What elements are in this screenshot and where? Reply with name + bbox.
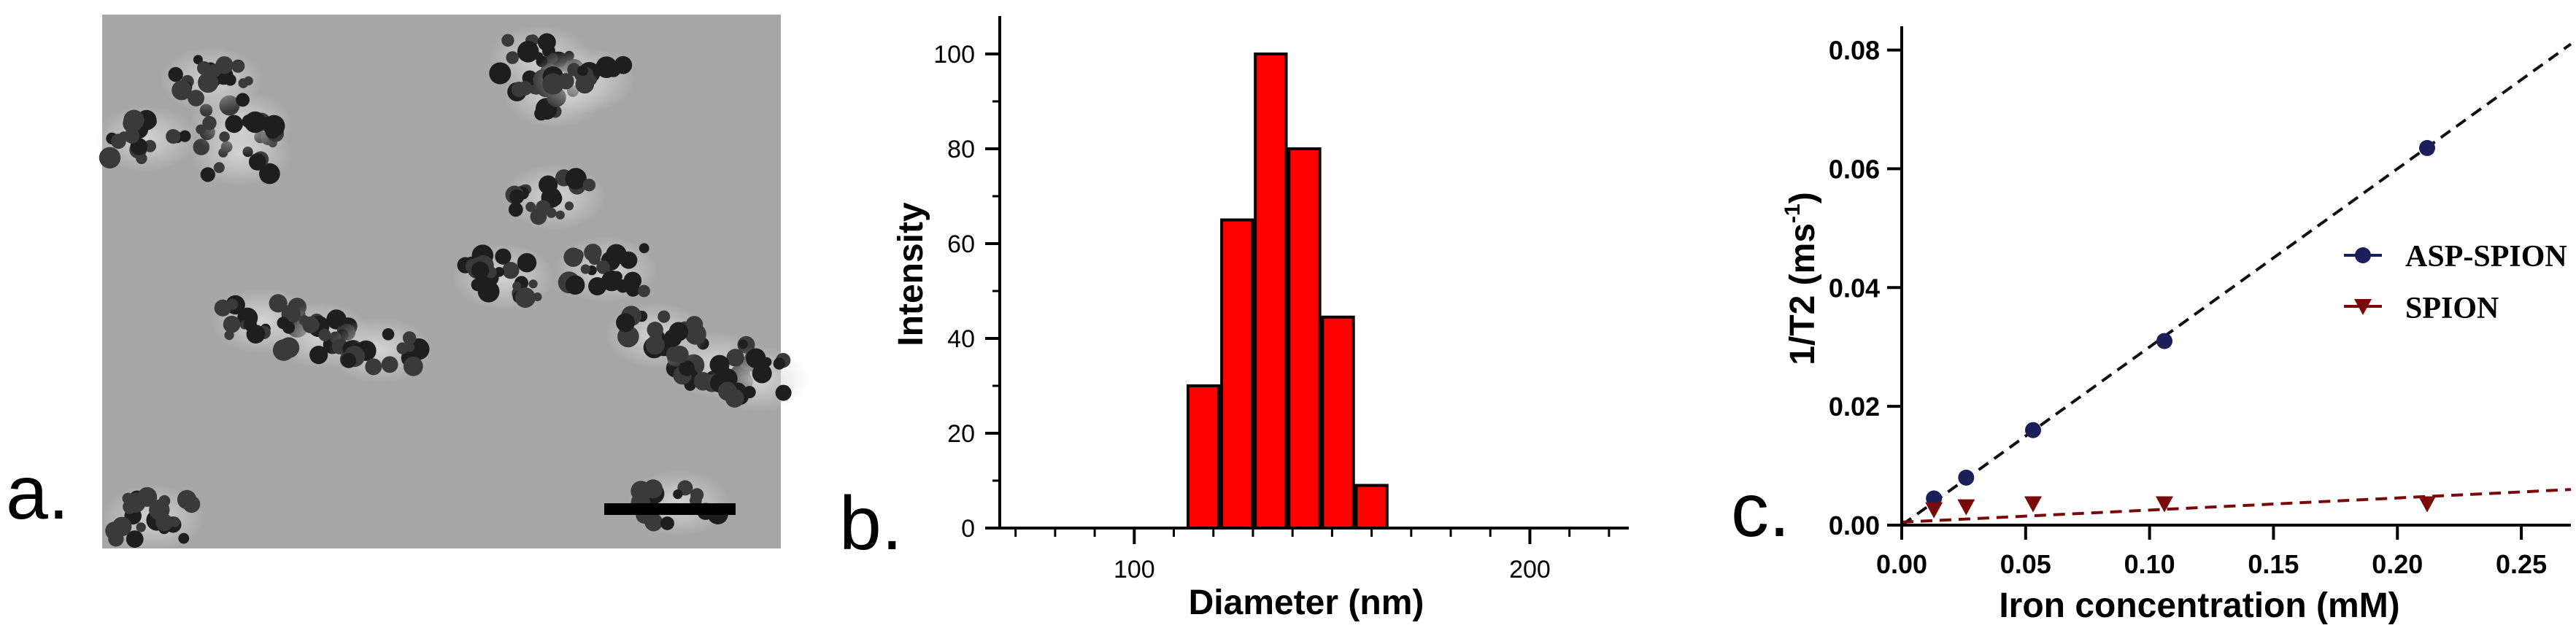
y-axis-label-close: ): [1783, 192, 1822, 203]
y-tick-label: 0.06: [1829, 154, 1880, 184]
y-tick-label: 60: [947, 230, 975, 258]
spion-point: [2418, 496, 2437, 513]
asp-spion-point: [2025, 422, 2042, 438]
asp-spion-point: [2419, 139, 2436, 156]
y-tick-label: 0.02: [1829, 392, 1880, 422]
y-axis-label: Intensity: [892, 202, 930, 346]
x-tick-label: 0.15: [2248, 549, 2299, 579]
y-tick-label: 0.04: [1829, 273, 1880, 303]
x-tick-label: 0.05: [2000, 549, 2051, 579]
legend-spion-label: SPION: [2405, 292, 2499, 325]
histogram-bar: [1254, 53, 1288, 530]
y-tick-label: 40: [947, 325, 975, 353]
x-tick-label: 0.20: [2372, 549, 2423, 579]
x-tick-label: 200: [1509, 556, 1551, 583]
legend-spion-marker: [2354, 299, 2372, 315]
y-tick-label: 100: [933, 41, 975, 69]
y-tick-label: 0.00: [1829, 511, 1880, 540]
spion-point: [1925, 502, 1943, 519]
y-axis-label-main: 1/T2 (ms: [1783, 223, 1822, 365]
x-tick-label: 0.10: [2124, 549, 2175, 579]
legend-asp-spion-marker: [2355, 247, 2371, 263]
y-tick-label: 80: [947, 136, 975, 163]
y-tick-label: 20: [947, 420, 975, 448]
legend-asp-spion-label: ASP-SPION: [2405, 240, 2567, 274]
x-axis-label: Diameter (nm): [1189, 583, 1424, 622]
x-tick-label: 100: [1114, 556, 1155, 583]
panel-label-c: c.: [1731, 468, 1790, 553]
x-tick-label: 0.25: [2496, 549, 2547, 579]
spion-point: [2156, 496, 2174, 513]
x-tick-label: 0.00: [1876, 549, 1927, 579]
y-axis-label: 1/T2 (ms-1): [1781, 192, 1822, 365]
y-tick-label: 0: [961, 515, 975, 543]
spion-point: [2024, 496, 2043, 513]
panel-label-b: b.: [839, 481, 903, 566]
legend: ASP-SPION SPION: [2344, 240, 2567, 325]
y-tick-label: 0.08: [1829, 36, 1880, 66]
histogram-bar: [1220, 218, 1254, 530]
asp-spion-fit-line: [1900, 42, 2572, 527]
panel-label-a: a.: [6, 451, 69, 535]
spion-point: [1957, 499, 1975, 516]
asp-spion-point: [1958, 469, 1975, 486]
spion-fit-line: [1901, 488, 2572, 524]
x-axis-label: Iron concentration (mM): [1999, 586, 2399, 625]
asp-spion-point: [2156, 333, 2173, 349]
y-axis-label-superscript: -1: [1781, 203, 1805, 223]
